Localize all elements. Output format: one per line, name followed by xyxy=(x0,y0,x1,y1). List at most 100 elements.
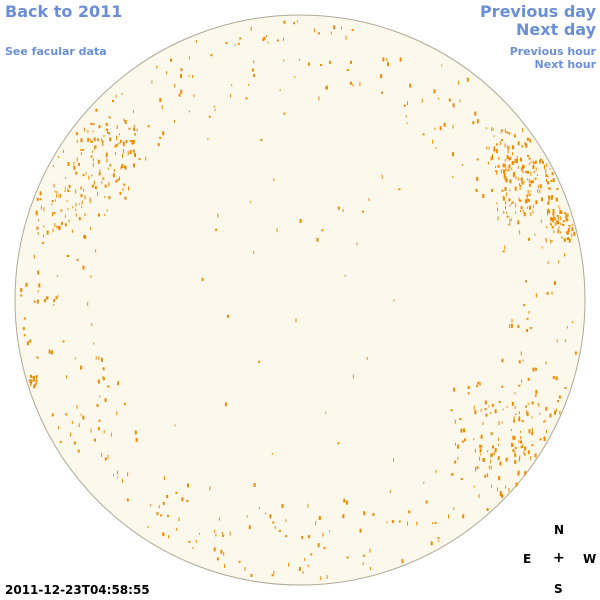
facula-speck xyxy=(317,543,320,548)
facula-speck xyxy=(79,203,81,206)
facula-speck xyxy=(174,119,175,123)
facula-speck xyxy=(493,135,495,138)
facula-speck xyxy=(188,540,191,543)
facula-speck xyxy=(381,91,384,94)
facular-features xyxy=(20,20,577,581)
facula-speck xyxy=(64,190,66,193)
see-facular-data-link[interactable]: See facular data xyxy=(5,45,107,58)
facula-speck xyxy=(136,128,138,132)
facula-speck xyxy=(121,93,123,95)
facula-speck xyxy=(401,559,404,564)
facula-speck xyxy=(513,134,516,138)
facula-speck xyxy=(502,196,505,201)
facula-speck xyxy=(386,521,388,524)
facula-speck xyxy=(102,177,105,180)
facula-speck xyxy=(499,491,502,496)
facula-speck xyxy=(168,535,169,539)
facula-speck xyxy=(276,228,278,233)
facula-speck xyxy=(325,85,328,90)
facula-speck xyxy=(74,357,76,360)
facula-speck xyxy=(84,213,86,217)
facula-speck xyxy=(283,20,286,24)
facula-speck xyxy=(64,223,67,227)
facula-speck xyxy=(502,408,504,411)
facula-speck xyxy=(67,190,70,192)
facula-speck xyxy=(37,270,40,275)
facula-speck xyxy=(29,379,31,383)
facula-speck xyxy=(80,186,82,190)
facula-speck xyxy=(114,169,115,172)
facula-speck xyxy=(520,430,521,433)
facula-speck xyxy=(498,437,500,441)
facula-speck xyxy=(81,148,84,151)
facula-speck xyxy=(58,193,60,198)
facula-speck xyxy=(320,64,322,66)
facula-speck xyxy=(82,265,85,270)
facula-speck xyxy=(478,494,480,499)
facula-speck xyxy=(151,80,153,84)
facula-speck xyxy=(505,200,507,205)
facula-speck xyxy=(299,219,302,223)
facula-speck xyxy=(351,29,354,32)
facula-speck xyxy=(532,367,535,372)
facula-speck xyxy=(488,465,490,469)
back-to-year-link[interactable]: Back to 2011 xyxy=(5,2,123,21)
facula-speck xyxy=(230,94,231,98)
facula-speck xyxy=(345,35,347,40)
facula-speck xyxy=(476,158,479,161)
facula-speck xyxy=(192,547,194,550)
facula-speck xyxy=(320,576,322,581)
next-day-link[interactable]: Next day xyxy=(516,20,596,39)
facula-speck xyxy=(44,299,46,303)
facula-speck xyxy=(84,195,86,200)
facula-speck xyxy=(546,291,549,295)
previous-day-link[interactable]: Previous day xyxy=(479,2,596,21)
compass-west: W xyxy=(583,552,597,566)
facula-speck xyxy=(492,153,493,158)
facula-speck xyxy=(253,483,256,487)
facula-speck xyxy=(271,574,274,577)
facula-speck xyxy=(43,225,45,228)
facula-speck xyxy=(53,299,56,303)
facula-speck xyxy=(46,296,48,300)
facula-speck xyxy=(26,341,29,346)
facula-speck xyxy=(97,427,100,431)
facula-speck xyxy=(490,465,492,470)
facula-speck xyxy=(90,138,92,143)
facula-speck xyxy=(273,178,275,182)
facula-speck xyxy=(526,206,528,209)
facula-speck xyxy=(224,564,226,568)
next-hour-link[interactable]: Next hour xyxy=(534,58,597,71)
facula-speck xyxy=(350,60,352,64)
facula-speck xyxy=(547,187,550,190)
facula-speck xyxy=(244,567,246,572)
facula-speck xyxy=(272,521,275,524)
facula-speck xyxy=(565,214,568,219)
previous-hour-link[interactable]: Previous hour xyxy=(509,45,596,58)
facula-speck xyxy=(91,184,94,188)
facula-speck xyxy=(554,410,556,415)
facula-speck xyxy=(91,174,93,177)
facula-speck xyxy=(520,445,523,448)
facula-speck xyxy=(495,149,498,154)
facula-speck xyxy=(509,223,511,225)
facula-speck xyxy=(58,156,60,158)
facula-speck xyxy=(514,392,516,395)
facula-speck xyxy=(33,384,35,389)
facula-speck xyxy=(43,234,45,238)
facula-speck xyxy=(318,32,320,35)
facula-speck xyxy=(66,255,69,257)
facula-speck xyxy=(107,454,109,459)
facula-speck xyxy=(174,83,176,88)
compass-center-icon: + xyxy=(553,550,565,566)
facula-speck xyxy=(484,400,487,405)
facula-speck xyxy=(476,119,479,124)
facula-speck xyxy=(511,202,513,205)
facula-speck xyxy=(75,189,77,194)
facula-speck xyxy=(509,218,511,223)
facula-speck xyxy=(472,121,475,125)
facula-speck xyxy=(116,125,118,130)
facula-speck xyxy=(480,434,483,439)
facula-speck xyxy=(80,413,82,416)
facula-speck xyxy=(116,135,118,139)
